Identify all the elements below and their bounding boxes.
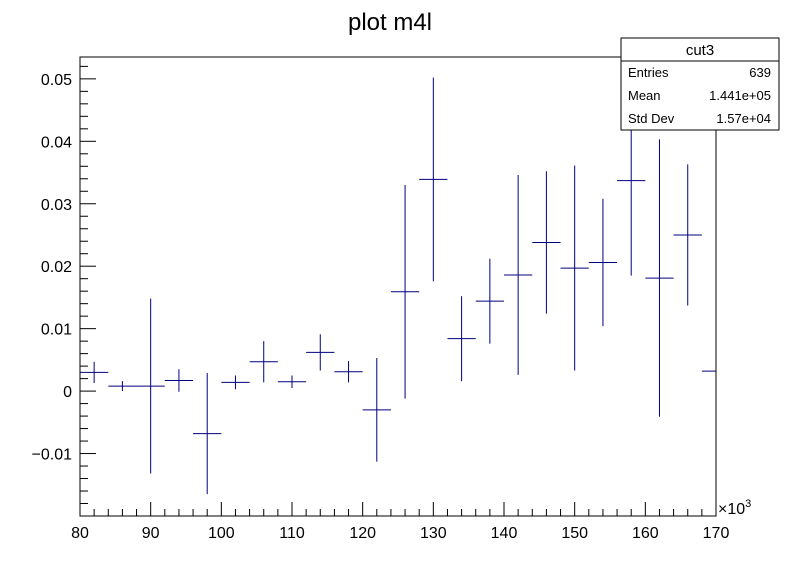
stats-entries-label: Entries bbox=[628, 65, 669, 80]
x-tick-label: 110 bbox=[279, 525, 305, 542]
data-point bbox=[447, 296, 476, 382]
data-point bbox=[164, 369, 194, 392]
data-point bbox=[221, 375, 250, 390]
chart-title: plot m4l bbox=[348, 9, 432, 36]
plot-frame bbox=[79, 56, 717, 517]
data-point bbox=[334, 361, 363, 383]
data-point bbox=[504, 175, 533, 375]
y-tick-label: 0.04 bbox=[41, 134, 72, 151]
data-point bbox=[560, 165, 589, 371]
y-tick-label: 0.01 bbox=[41, 322, 72, 339]
x-tick-label: 120 bbox=[349, 525, 376, 542]
y-tick-label: 0.03 bbox=[41, 197, 72, 214]
y-tick-label: −0.01 bbox=[32, 447, 73, 464]
data-series bbox=[80, 77, 717, 495]
data-point bbox=[390, 185, 420, 399]
data-point bbox=[673, 164, 702, 306]
y-tick-label: 0.02 bbox=[41, 259, 72, 276]
data-point bbox=[136, 298, 165, 474]
x-tick-label: 140 bbox=[491, 525, 518, 542]
data-point bbox=[588, 198, 618, 327]
data-point bbox=[193, 372, 222, 495]
x-tick-label: 170 bbox=[703, 525, 730, 542]
data-point bbox=[362, 358, 391, 462]
x-tick-label: 80 bbox=[71, 525, 89, 542]
x-tick-label: 130 bbox=[420, 525, 447, 542]
stats-entries-value: 639 bbox=[749, 65, 771, 80]
x-axis-multiplier: ×103 bbox=[718, 498, 751, 518]
x-tick-label: 100 bbox=[208, 525, 235, 542]
stats-box-frame bbox=[620, 37, 780, 131]
data-point bbox=[532, 171, 561, 314]
stats-stddev-label: Std Dev bbox=[628, 111, 675, 126]
data-point bbox=[475, 258, 504, 344]
data-point bbox=[277, 375, 307, 388]
axes: 80 90 100 110 120 130 140 150 160 170 −0.01 0 0.01 0.… bbox=[32, 65, 730, 542]
data-point bbox=[108, 381, 137, 392]
stats-mean-label: Mean bbox=[628, 88, 661, 103]
data-point bbox=[80, 361, 109, 383]
x-tick-label: 160 bbox=[632, 525, 659, 542]
data-point bbox=[419, 77, 448, 282]
data-point bbox=[701, 299, 717, 443]
data-point bbox=[306, 334, 335, 371]
stats-mean-value: 1.441e+05 bbox=[709, 88, 771, 103]
data-point bbox=[249, 341, 278, 383]
x-tick-label: 150 bbox=[561, 525, 588, 542]
y-tick-label: 0.05 bbox=[41, 72, 72, 89]
stats-stddev-value: 1.57e+04 bbox=[716, 111, 771, 126]
data-point bbox=[645, 139, 674, 417]
x-tick-label: 90 bbox=[142, 525, 160, 542]
stats-box: cut3 Entries 639 Mean 1.441e+05 Std Dev … bbox=[620, 37, 780, 131]
stats-name: cut3 bbox=[686, 42, 714, 59]
y-tick-label: 0 bbox=[63, 384, 72, 401]
